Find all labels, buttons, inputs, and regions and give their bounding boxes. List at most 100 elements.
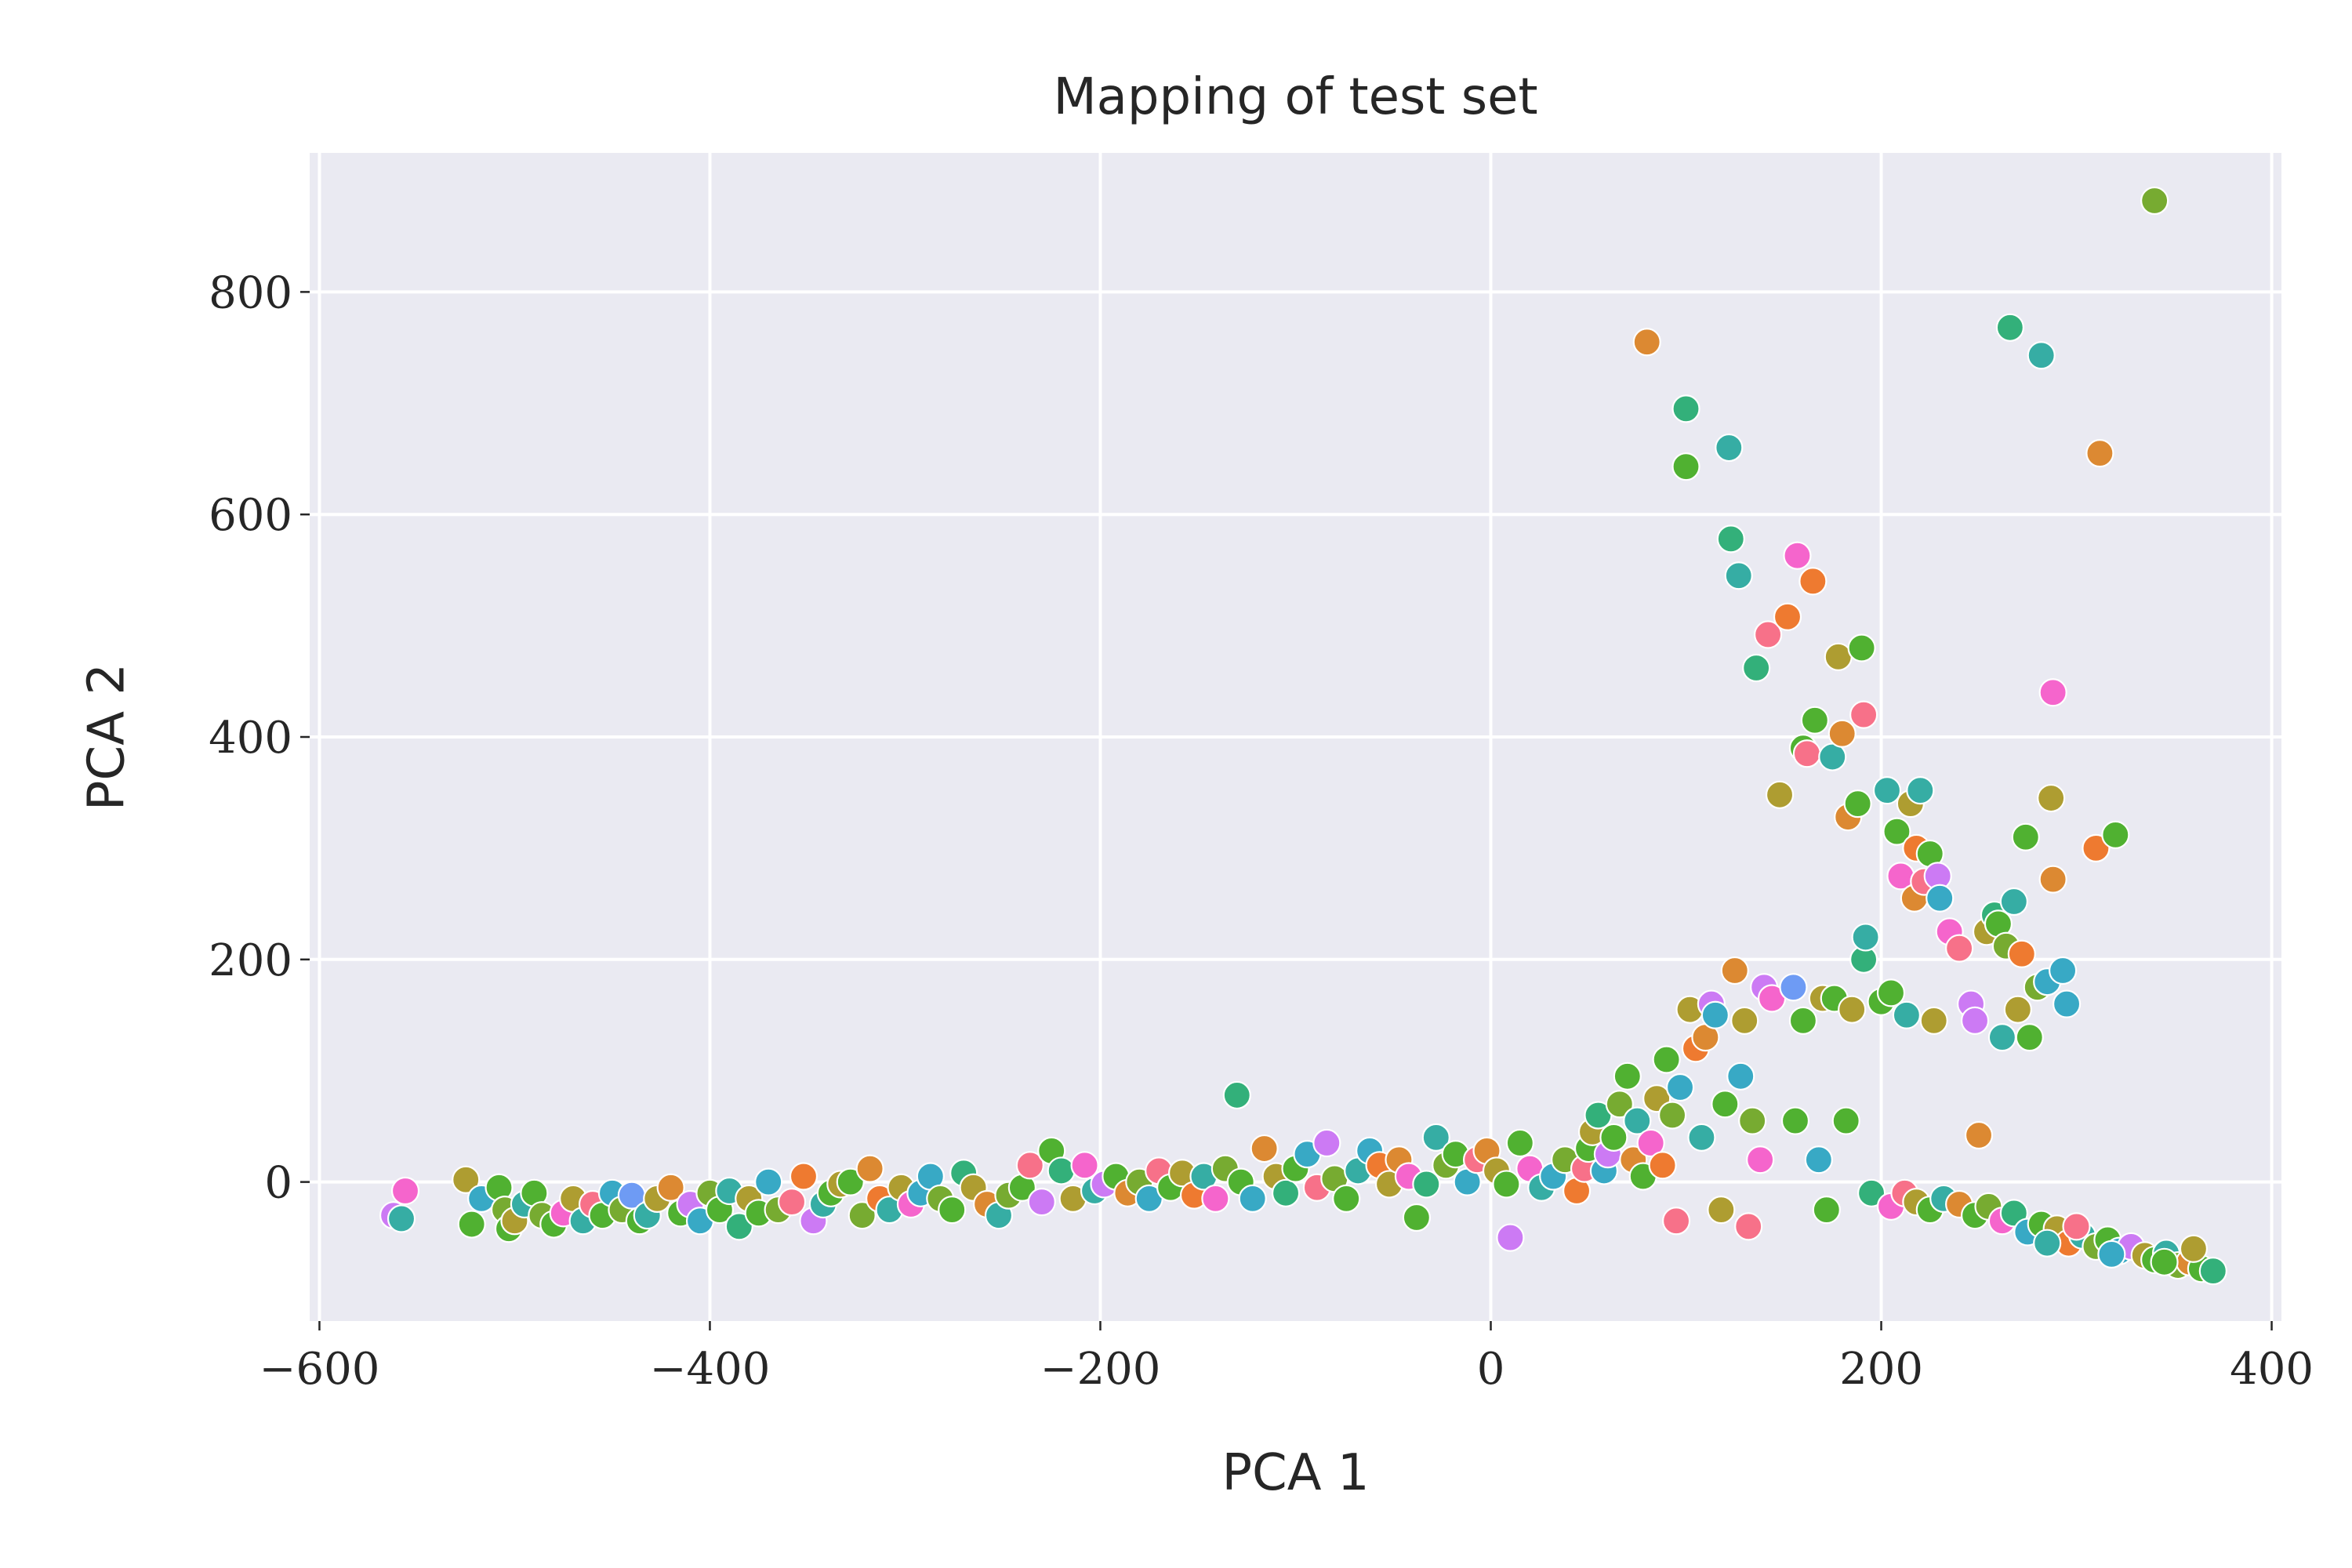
scatter-point [1872,776,1902,805]
scatter-point [1995,313,2024,342]
scatter-point [656,1173,685,1202]
scatter-point [836,1167,865,1196]
scatter-point [1742,653,1771,683]
scatter-point [1788,1006,1818,1035]
x-tick-label: −400 [650,1344,771,1395]
x-tick-label: 400 [2230,1344,2314,1395]
scatter-point [724,1212,753,1241]
scatter-point [2015,1023,2044,1052]
scatter-point [1222,1080,1251,1110]
scatter-point [390,1176,420,1206]
scatter-point [1987,1023,2017,1052]
scatter-point [1838,995,1867,1024]
scatter-point [1792,739,1822,768]
scatter-point [1716,524,1745,554]
scatter-point [2101,820,2130,849]
y-axis-label: PCA 2 [78,663,136,811]
points [379,186,2227,1286]
x-axis-label: PCA 1 [1221,1444,1369,1502]
scatter-point [2085,439,2114,468]
scatter-point [1332,1184,1361,1214]
scatter-point [1919,1006,1948,1035]
y-tick-label: 800 [209,267,292,318]
scatter-point [1828,719,1857,748]
scatter-point [2038,865,2067,894]
scatter-point [1623,1106,1652,1135]
scatter-point [1999,887,2028,916]
scatter-point [1665,1073,1695,1102]
scatter-point [1613,1062,1642,1091]
scatter-point [1843,789,1872,818]
scatter-point [1657,1101,1687,1130]
scatter-point [1882,817,1911,846]
scatter-point [1492,1170,1521,1199]
scatter-point [1849,700,1878,729]
scatter-point [387,1204,416,1233]
scatter-point [1652,1045,1681,1074]
scatter-point [2038,678,2067,707]
scatter-point [452,1165,481,1194]
scatter-point [2011,822,2040,851]
scatter-point [789,1162,818,1191]
y-tick-label: 400 [209,713,292,764]
scatter-point [1636,1128,1665,1158]
scatter-point [2062,1212,2091,1241]
scatter-point [1831,1106,1860,1135]
scatter-point [1812,1195,1841,1225]
scatter-point [1720,956,1749,985]
scatter-point [2198,1257,2227,1286]
chart-title: Mapping of test set [1053,68,1537,126]
scatter-point [1312,1128,1341,1158]
scatter-point [1671,394,1700,423]
x-tick-label: 200 [1839,1344,1923,1395]
scatter-point [1851,923,1880,952]
scatter-point [1724,561,1753,590]
scatter-point [1599,1123,1628,1152]
scatter-point [1671,452,1700,481]
scatter-point [1926,884,1955,913]
scatter-point [2082,833,2111,863]
scatter-point [1964,1120,1994,1150]
scatter-point [1632,328,1661,357]
scatter-point [1015,1151,1044,1180]
scatter-point [938,1195,967,1225]
scatter-point [1605,1090,1634,1119]
y-tick-label: 200 [209,935,292,986]
scatter-point [1779,973,1808,1002]
scatter-point [1780,1106,1810,1135]
scatter-point [1271,1178,1301,1207]
grid [310,153,2281,1321]
scatter-point [1857,1178,1886,1207]
scatter-point [855,1154,884,1183]
scatter-point [2033,1229,2062,1258]
scatter-point [1876,978,1906,1007]
scatter-point [1238,1184,1267,1214]
scatter-point [1027,1188,1056,1217]
scatter-point [2049,956,2078,985]
scatter-point [1715,433,1744,463]
scatter-point [1412,1170,1441,1199]
scatter-point [2007,939,2036,968]
y-tick-label: 0 [264,1158,292,1209]
scatter-point [1496,1223,1525,1252]
scatter-point [457,1210,486,1239]
scatter-point [1798,567,1828,596]
scatter-point [1711,1090,1740,1119]
scatter-point [848,1201,877,1230]
scatter-point [2150,1247,2179,1276]
scatter-point [2179,1234,2209,1263]
scatter-point [1707,1195,1736,1225]
scatter-point [2003,995,2032,1024]
scatter-point [1402,1203,1431,1232]
scatter-point [1945,934,1974,963]
scatter-point [1804,1145,1833,1174]
scatter-point [1070,1151,1099,1180]
axis-ticks: −600 −400 −200 0 200 400 0 200 400 600 800 [209,267,2314,1395]
scatter-point [1765,780,1795,809]
scatter-point [2027,341,2056,370]
scatter-point [1746,1145,1775,1174]
scatter-point [1960,1006,1990,1035]
scatter-point [754,1167,783,1196]
